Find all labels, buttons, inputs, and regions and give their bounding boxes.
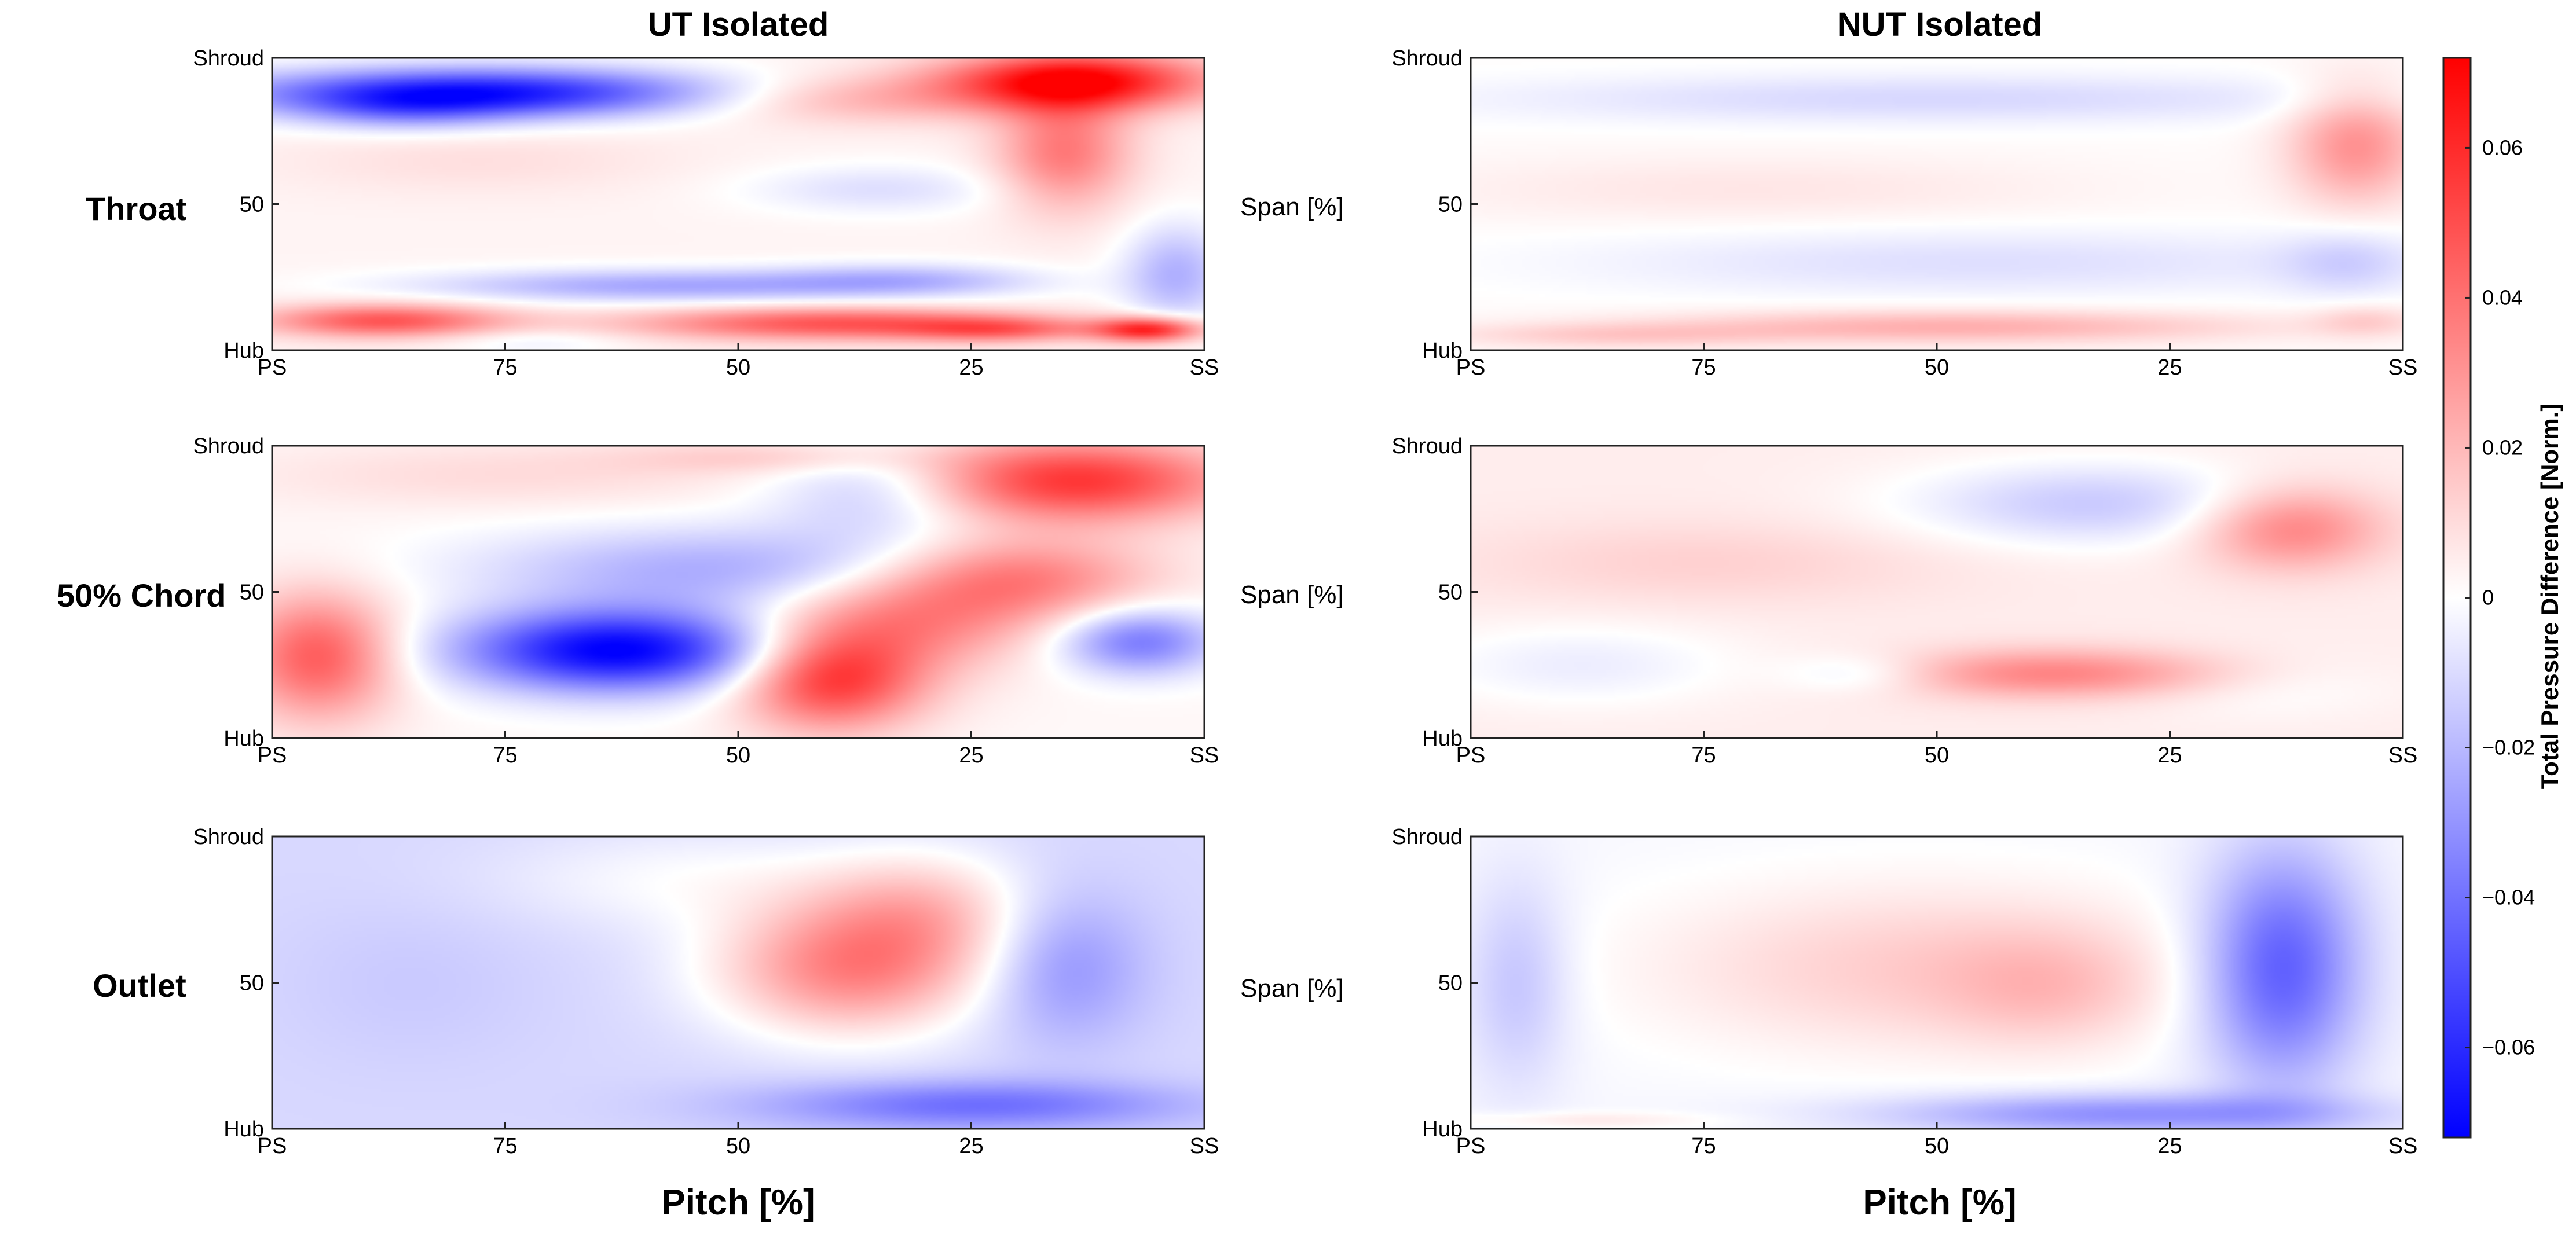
x-tick-label: PS	[258, 1134, 287, 1158]
heatmap-panel-ut-chord50: PS 75 50 25 SS Hub 50 Shroud	[193, 434, 1219, 768]
heatmap-field	[272, 836, 1204, 1129]
row-label-outlet: Outlet	[93, 967, 186, 1004]
heatmap-field	[1471, 58, 2403, 350]
y-tick-label: Hub	[223, 1117, 264, 1142]
x-tick-label: 75	[493, 355, 517, 380]
y-tick-label: 50	[240, 971, 264, 996]
x-axis-label-ut: Pitch [%]	[661, 1183, 815, 1223]
x-tick-label: SS	[1190, 743, 1219, 768]
y-tick-label: Shroud	[1391, 46, 1463, 71]
y-tick-label: 50	[1438, 971, 1463, 996]
heatmap-field	[272, 58, 1204, 350]
span-axis-label-throat: Span [%]	[1240, 193, 1344, 221]
heatmap-panel-ut-throat: PS 75 50 25 SS Hub 50 Shroud	[193, 46, 1219, 380]
y-tick-label: Hub	[1422, 1117, 1463, 1142]
y-tick-label: 50	[1438, 581, 1463, 605]
y-tick-label: Shroud	[193, 46, 264, 71]
span-axis-label-outlet: Span [%]	[1240, 974, 1344, 1003]
y-tick-label: Shroud	[193, 825, 264, 849]
x-tick-label: 50	[1925, 355, 1949, 380]
heatmap-panel-nut-outlet: PS 75 50 25 SS Hub 50 Shroud	[1391, 825, 2417, 1158]
row-label-throat: Throat	[86, 190, 186, 227]
x-tick-label: PS	[1456, 355, 1486, 380]
colorbar-tick-label: −0.02	[2482, 736, 2535, 759]
y-tick-label: Hub	[1422, 339, 1463, 363]
colorbar-tick-label: 0.04	[2482, 285, 2523, 309]
x-tick-label: PS	[1456, 1134, 1486, 1158]
x-tick-label: 25	[2157, 1134, 2182, 1158]
colorbar-tick-label: 0.02	[2482, 435, 2523, 459]
x-tick-label: SS	[2388, 743, 2418, 768]
heatmap-field	[1471, 836, 2403, 1129]
heatmap-panel-ut-outlet: PS 75 50 25 SS Hub 50 Shroud	[193, 825, 1219, 1158]
colorbar: 0.06 0.04 0.02 0 −0.02 −0.04 −0.06 Total Press…	[2442, 57, 2563, 1139]
heatmap-panel-nut-chord50: PS 75 50 25 SS Hub 50 Shroud	[1391, 434, 2417, 768]
column-title-ut: UT Isolated	[648, 6, 829, 43]
x-tick-label: 75	[493, 1134, 517, 1158]
heatmap-panel-nut-throat: PS 75 50 25 SS Hub 50 Shroud	[1391, 46, 2417, 380]
column-title-nut: NUT Isolated	[1837, 6, 2043, 43]
x-tick-label: SS	[2388, 355, 2418, 380]
y-tick-label: Hub	[1422, 726, 1463, 751]
y-tick-label: Shroud	[1391, 434, 1463, 458]
x-tick-label: 25	[959, 355, 983, 380]
x-tick-label: 50	[1925, 1134, 1949, 1158]
x-tick-label: 25	[959, 743, 983, 768]
x-tick-label: PS	[258, 743, 287, 768]
y-tick-label: 50	[240, 581, 264, 605]
y-tick-label: 50	[240, 193, 264, 217]
colorbar-tick-label: −0.04	[2482, 886, 2535, 909]
x-tick-label: SS	[1190, 355, 1219, 380]
y-tick-label: Hub	[223, 339, 264, 363]
colorbar-tick-label: 0	[2482, 586, 2494, 610]
x-tick-label: 50	[726, 743, 750, 768]
x-tick-label: PS	[1456, 743, 1486, 768]
y-tick-label: Shroud	[1391, 825, 1463, 849]
x-tick-label: 75	[493, 743, 517, 768]
row-label-50-chord: 50% Chord	[57, 577, 226, 614]
x-tick-label: 25	[2157, 743, 2182, 768]
x-tick-label: 75	[1691, 1134, 1716, 1158]
y-tick-label: Hub	[223, 726, 264, 751]
x-tick-label: SS	[2388, 1134, 2418, 1158]
colorbar-tick-label: 0.06	[2482, 135, 2523, 159]
colorbar-tick-label: −0.06	[2482, 1036, 2535, 1059]
heatmap-field	[272, 446, 1204, 738]
x-tick-label: 25	[2157, 355, 2182, 380]
x-tick-label: PS	[258, 355, 287, 380]
colorbar-label: Total Pressure Difference [Norm.]	[2536, 403, 2563, 790]
x-tick-label: 25	[959, 1134, 983, 1158]
x-tick-label: 50	[726, 1134, 750, 1158]
x-tick-label: 50	[1925, 743, 1949, 768]
span-axis-label-50-chord: Span [%]	[1240, 581, 1344, 609]
x-tick-label: 50	[726, 355, 750, 380]
heatmap-field	[1471, 446, 2403, 738]
y-tick-label: 50	[1438, 193, 1463, 217]
x-axis-label-nut: Pitch [%]	[1863, 1183, 2016, 1223]
x-tick-label: 75	[1691, 743, 1716, 768]
x-tick-label: 75	[1691, 355, 1716, 380]
y-tick-label: Shroud	[193, 434, 264, 458]
x-tick-label: SS	[1190, 1134, 1219, 1158]
